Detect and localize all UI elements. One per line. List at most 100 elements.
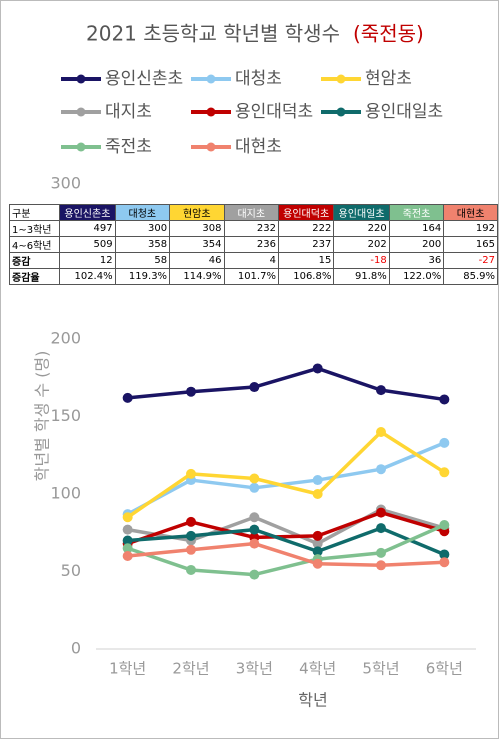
data-point [249,382,260,393]
table-cell: 220 [333,220,390,237]
table-cell: 354 [169,236,225,253]
data-point [249,538,260,549]
series-line [127,366,445,402]
data-point [186,386,196,397]
data-point [186,516,196,527]
x-tick-label: 4학년 [299,660,336,678]
y-tick-label: 100 [50,484,81,503]
data-point [312,475,323,486]
y-tick-label: 50 [61,561,81,580]
table-row-label: 4~6학년 [8,236,61,253]
table-cell: 46 [169,252,225,269]
data-point [249,512,260,523]
table-row: 증감율 102.4% 119.3% 114.9% 101.7% 106.8% 91.8% 12… [8,268,498,285]
x-tick-label: 5학년 [362,660,399,678]
table-row-label: 1~3학년 [8,220,61,237]
data-point [122,543,133,554]
y-tick-label: 150 [50,406,81,425]
table-cell: 509 [59,236,116,253]
table-cell: 122.0% [388,268,445,285]
legend-label: 대지초 [105,102,152,122]
x-tick-label: 2학년 [172,660,209,678]
y-tick-label: 200 [50,329,81,348]
table-cell: 36 [388,252,445,269]
data-point [376,523,386,534]
data-point [312,558,323,569]
data-point [312,363,323,374]
legend-marker [206,142,216,152]
legend-marker [76,74,86,84]
data-point [376,547,386,558]
table-header: 대현초 [443,204,498,221]
table-cell: 236 [223,236,279,253]
data-point [312,530,323,541]
legend-label: 대현초 [235,137,282,157]
table-cell: 222 [277,220,335,237]
legend-marker [336,74,346,84]
data-point [439,549,450,560]
table-header: 현암초 [169,204,225,221]
data-point [439,557,450,568]
chart-title: 2021 초등학교 학년별 학생수 [86,22,340,46]
legend-marker [76,107,86,117]
series-line [126,441,446,516]
data-point [312,489,323,499]
table-row: 1~3학년 497 300 308 232 222 220 164 192 [8,220,498,237]
data-point [122,535,133,546]
series-line [127,510,445,546]
table-header: 용인대덕초 [277,204,335,221]
data-point [122,524,133,535]
data-point [376,464,386,475]
y-tick-label: 300 [50,174,81,193]
legend-marker [336,107,346,117]
data-point [376,385,386,396]
table-cell: 106.8% [277,268,335,285]
table-cell: 300 [114,220,171,237]
data-point [122,392,133,403]
data-point [122,551,133,561]
x-tick-label: 6학년 [426,660,463,678]
data-point [439,394,450,405]
y-axis-label: 학년별 학생 수 (명) [33,351,52,482]
data-point [186,564,196,575]
table-cell: 202 [333,236,390,253]
table-cell: 101.7% [223,268,279,285]
table-cell: 200 [388,236,445,253]
legend-label: 죽전초 [105,137,152,157]
data-point [249,524,260,535]
table-row: 4~6학년 509 358 354 236 237 202 200 165 [8,236,498,253]
series-line [127,523,446,577]
table-header: 대지초 [223,204,279,221]
table-cell: 4 [223,252,279,269]
summary-table: 구분 용인신촌초 대청초 현암초 대지초 용인대덕초 용인대일초 죽전초 대현초 1~3학년 497… [8,204,498,285]
data-point [186,530,196,541]
x-axis-label: 학년 [298,691,327,710]
data-point [439,467,450,478]
data-point [376,560,386,571]
legend-marker [206,74,216,84]
table-cell: 85.9% [443,268,498,285]
table-header-row: 구분 용인신촌초 대청초 현암초 대지초 용인대덕초 용인대일초 죽전초 대현초 [8,204,498,221]
table-corner: 구분 [8,204,61,221]
data-point [186,544,196,555]
legend-label: 용인대일초 [365,102,443,122]
data-point [249,482,260,493]
data-point [186,468,196,479]
data-point [122,512,133,523]
chart-title-suffix: (죽전동) [353,22,424,46]
table-header: 대청초 [114,204,171,221]
table-row-label: 증감 [8,252,61,269]
table-cell: 237 [277,236,335,253]
table-cell: 119.3% [114,268,171,285]
table-header: 죽전초 [388,204,445,221]
data-point [312,546,323,557]
table-cell: 165 [443,236,498,253]
table-cell: 308 [169,220,225,237]
table-row: 증감 12 58 46 4 15 -18 36 -27 [8,252,498,269]
series-line [127,526,446,557]
table-cell: 232 [223,220,279,237]
table-cell: 358 [114,236,171,253]
table-header: 용인신촌초 [59,204,116,221]
